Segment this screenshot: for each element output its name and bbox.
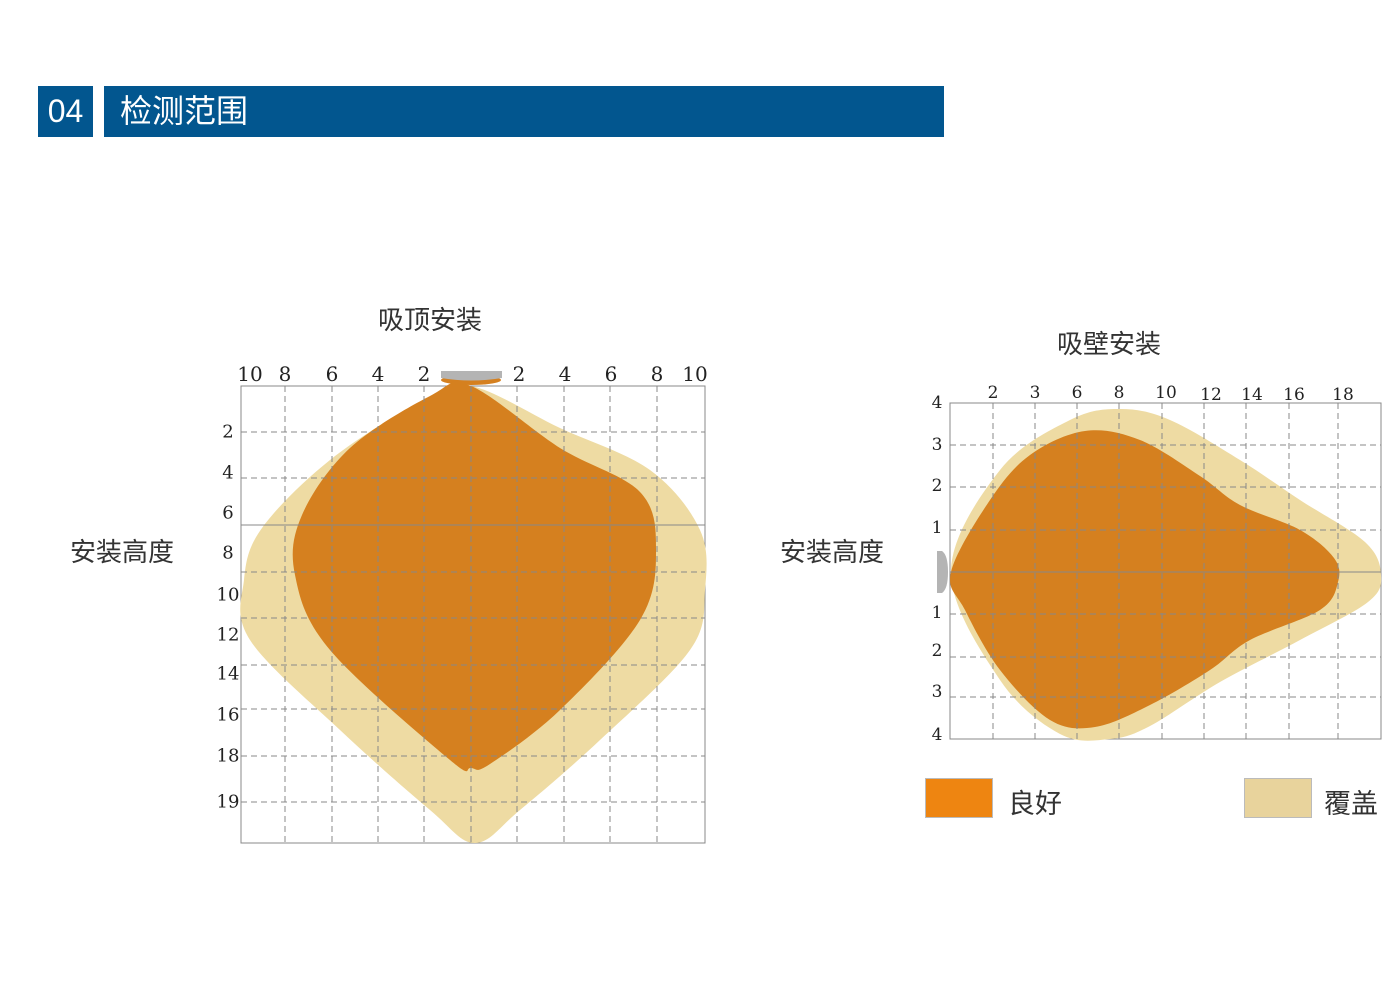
wall-top-tick: 14 [1241,385,1263,405]
ceiling-top-tick: 10 [682,362,708,386]
wall-top-tick: 8 [1113,383,1125,403]
wall-side-label: 安装高度 [780,538,885,568]
ceiling-side-label: 安装高度 [70,538,175,568]
wall-left-tick: 3 [931,435,943,455]
ceiling-top-tick: 8 [650,362,664,386]
ceiling-left-tick: 14 [216,663,240,685]
ceiling-left-tick: 10 [216,584,240,606]
ceiling-top-tick: 2 [417,362,431,386]
ceiling-top-tick: 4 [558,362,572,386]
ceiling-left-tick: 19 [216,791,240,813]
section-title: 检测范围 [104,86,944,137]
legend-coverage-label: 覆盖 [1324,789,1378,820]
wall-top-tick: 18 [1332,385,1354,405]
ceiling-left-tick: 2 [222,421,234,443]
ceiling-left-tick: 4 [222,462,234,484]
wall-title: 吸壁安装 [1057,330,1162,360]
ceiling-left-tick: 12 [216,624,240,646]
ceiling-title: 吸顶安装 [378,306,483,336]
wall-top-tick: 6 [1071,383,1083,403]
wall-top-tick: 2 [987,383,999,403]
wall-good-area [950,430,1340,729]
wall-left-tick: 3 [931,682,943,702]
wall-left-tick: 2 [931,476,943,496]
wall-top-tick: 16 [1283,385,1305,405]
wall-left-tick: 4 [931,393,943,413]
wall-left-tick: 4 [931,725,943,745]
ceiling-top-tick: 4 [371,362,385,386]
legend-coverage-swatch [1244,778,1312,818]
wall-left-tick: 2 [931,641,943,661]
ceiling-top-tick: 10 [237,362,263,386]
ceiling-sensor-icon [441,371,502,381]
wall-top-tick: 3 [1029,383,1041,403]
ceiling-left-tick: 16 [216,704,240,726]
ceiling-top-tick: 6 [604,362,618,386]
legend-good-label: 良好 [1008,789,1062,820]
ceiling-top-tick: 6 [325,362,339,386]
wall-top-tick: 12 [1200,385,1222,405]
ceiling-top-tick: 8 [278,362,292,386]
ceiling-good-area [292,382,656,772]
wall-left-tick: 1 [931,603,943,623]
section-number: 04 [38,86,93,137]
wall-sensor-icon [937,551,948,593]
wall-left-tick: 1 [931,518,943,538]
ceiling-top-tick: 2 [512,362,526,386]
ceiling-left-tick: 8 [222,542,234,564]
legend-good-swatch [925,778,993,818]
ceiling-left-tick: 6 [222,502,234,524]
wall-top-tick: 10 [1155,383,1177,403]
ceiling-left-tick: 18 [216,745,240,767]
